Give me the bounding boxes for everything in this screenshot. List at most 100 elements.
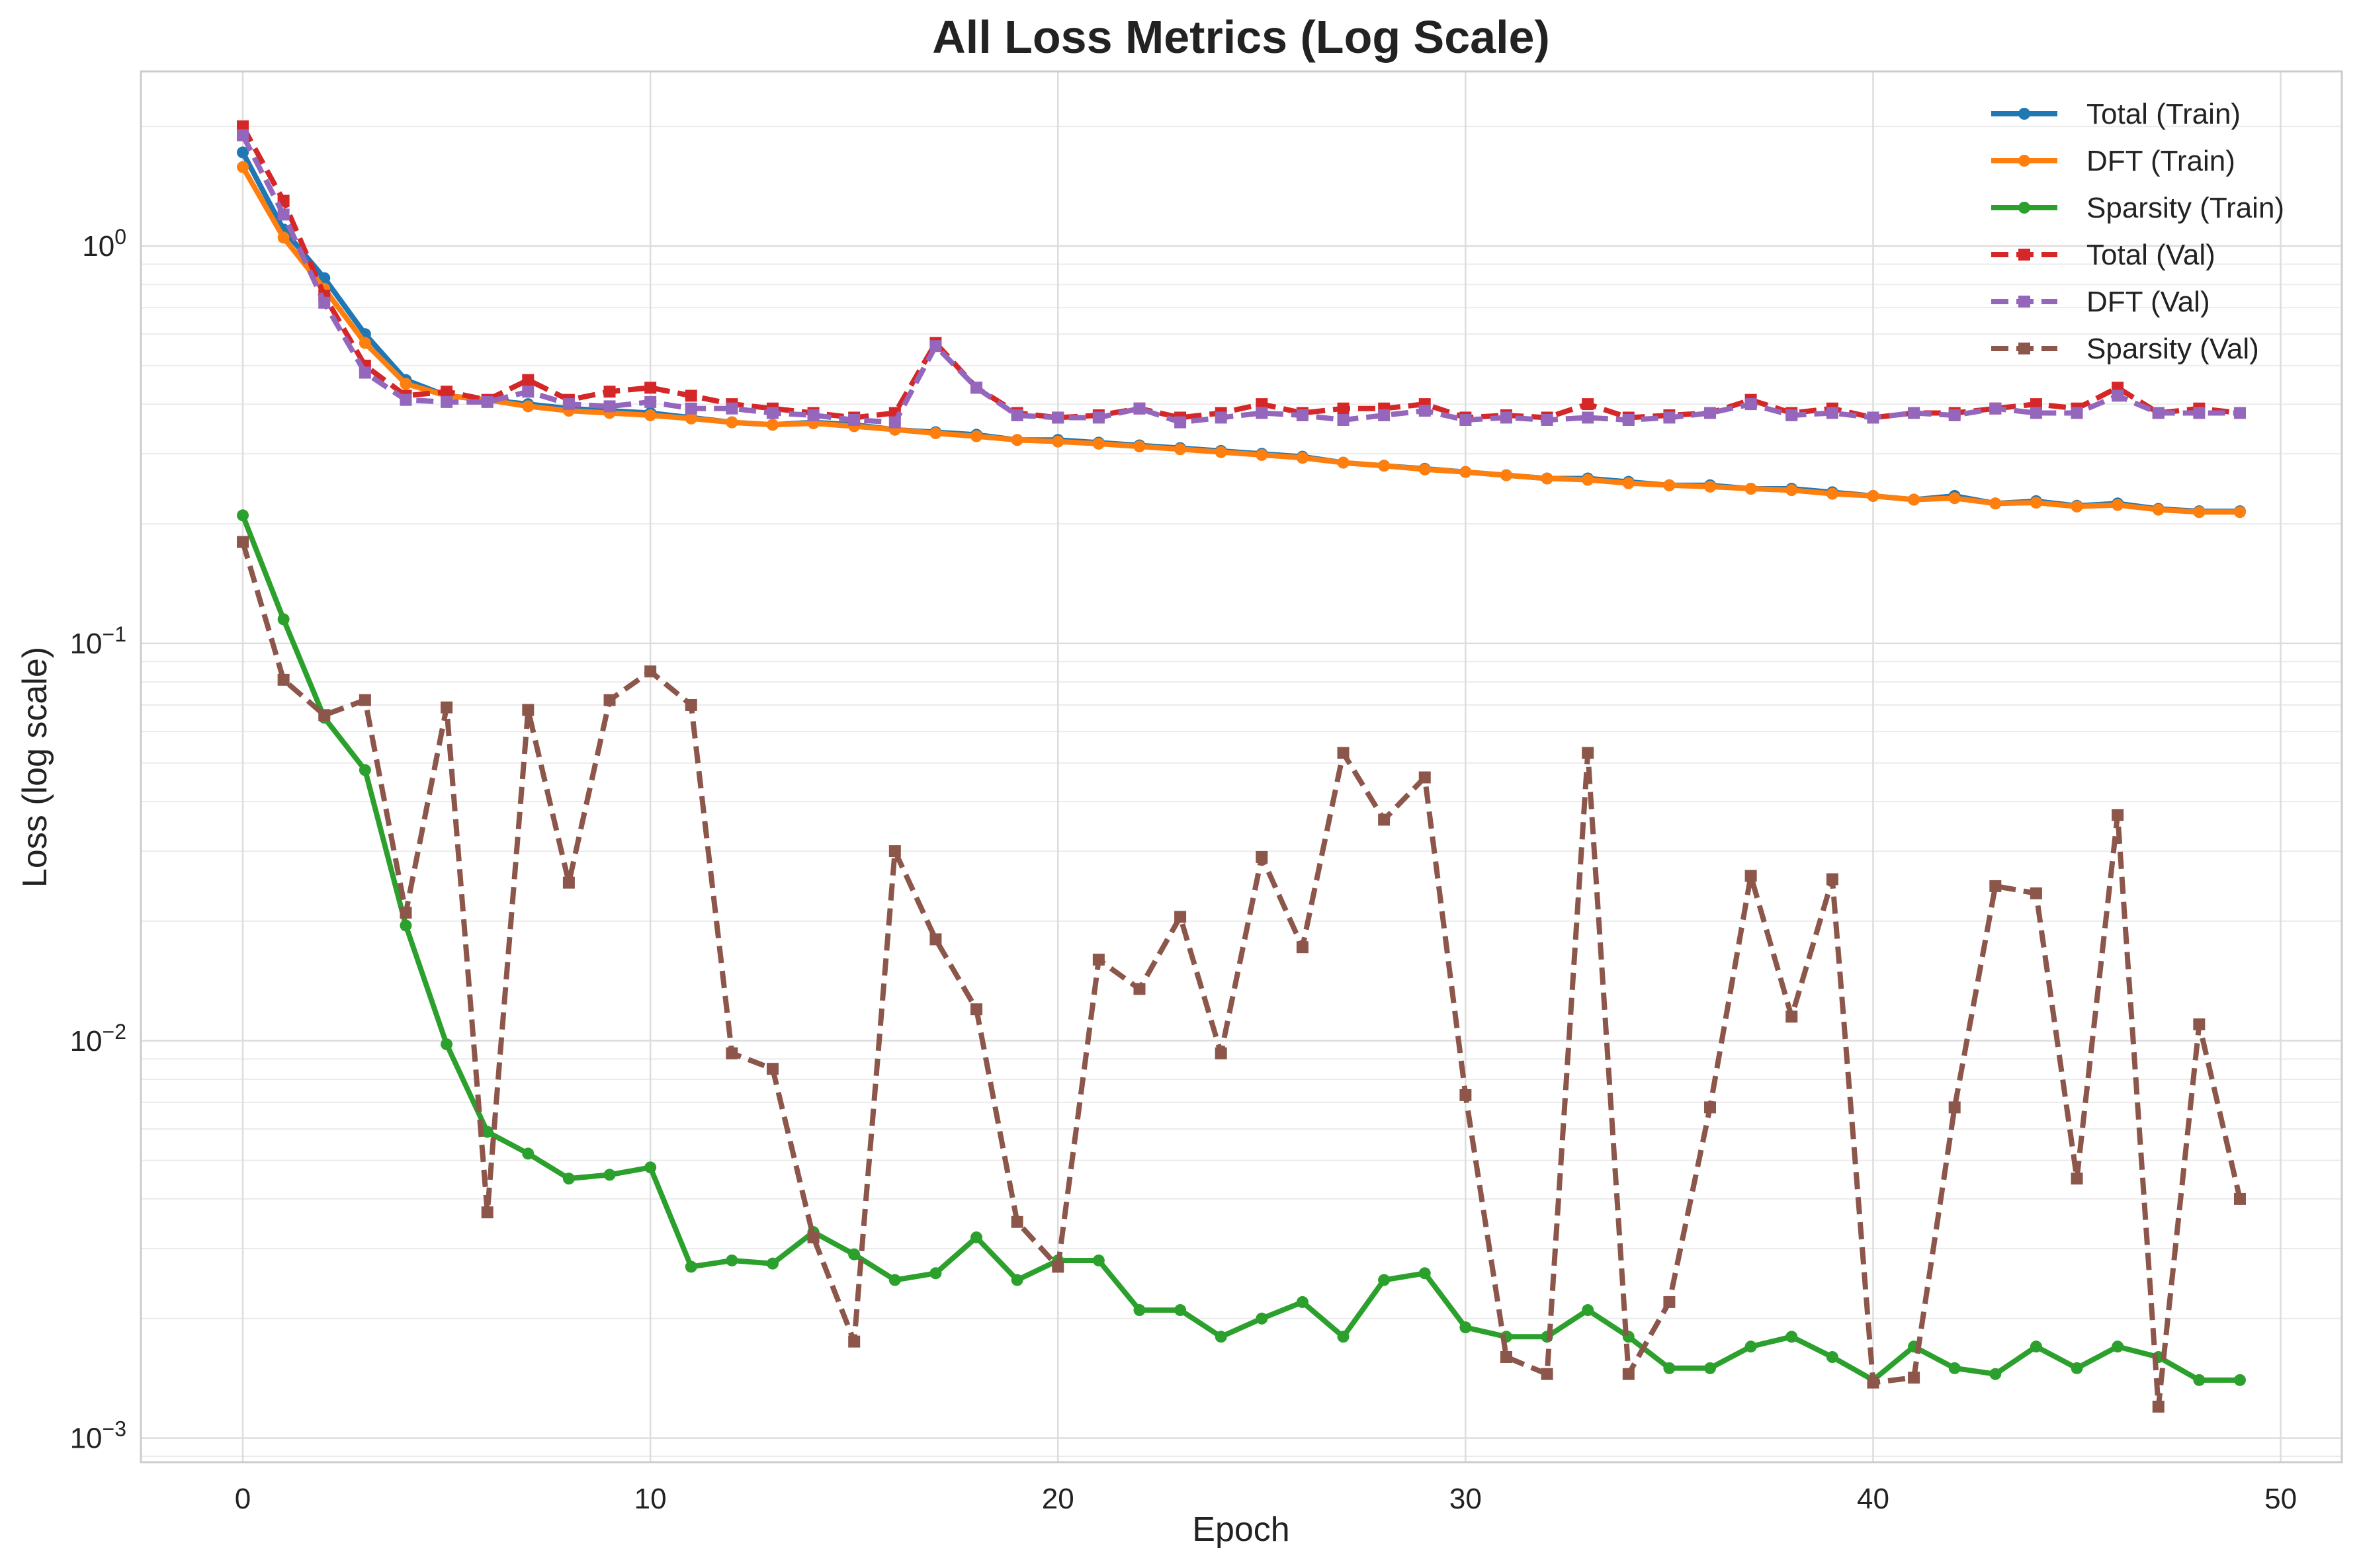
data-point [400, 393, 412, 406]
series-layer [237, 120, 2246, 1413]
data-point [277, 673, 290, 686]
data-point [1867, 1376, 1879, 1389]
x-tick-labels: 0 10 20 30 40 50 [235, 1483, 2297, 1515]
data-point [1948, 409, 1961, 421]
data-point [1215, 446, 1227, 458]
series-line [240, 514, 2240, 1383]
data-point [1418, 771, 1431, 784]
legend-item: Total (Val) [1991, 239, 2215, 271]
data-point [1092, 954, 1105, 966]
data-point [522, 1147, 535, 1160]
y-tick-label: 10−3 [70, 1417, 126, 1455]
x-tick-label: 30 [1449, 1483, 1482, 1515]
data-point [1948, 1101, 1961, 1114]
data-point [237, 129, 249, 142]
data-point [2030, 1341, 2042, 1353]
legend-item: DFT (Train) [1991, 145, 2235, 177]
data-point [807, 409, 820, 421]
data-point [2030, 497, 2042, 509]
data-point [848, 1335, 861, 1348]
series-line [240, 165, 2240, 515]
data-point [2233, 1374, 2246, 1386]
data-point [1296, 452, 1309, 464]
data-point [644, 1161, 657, 1174]
data-point [1011, 1274, 1023, 1286]
data-point [2233, 1192, 2246, 1205]
data-point [1174, 911, 1187, 923]
data-point [1582, 474, 1594, 486]
data-point [1378, 409, 1391, 421]
series-line [240, 541, 2243, 1410]
data-point [1337, 1331, 1350, 1343]
data-point [522, 704, 535, 716]
x-tick-label: 20 [1042, 1483, 1074, 1515]
data-point [1744, 398, 1757, 411]
data-point [1948, 492, 1961, 505]
data-point [1582, 747, 1594, 759]
data-point [441, 395, 453, 408]
data-point [1296, 1296, 1309, 1308]
data-point [2030, 407, 2042, 419]
data-point [644, 382, 657, 394]
data-point [1500, 1351, 1512, 1364]
data-point [685, 402, 697, 415]
legend-swatch-marker [2018, 155, 2030, 167]
data-point [644, 409, 657, 421]
data-point [1459, 1321, 1472, 1334]
data-point [929, 1267, 942, 1280]
data-point [1215, 411, 1227, 424]
data-point [1337, 402, 1350, 415]
data-point [1785, 1331, 1798, 1343]
data-point [1215, 1331, 1227, 1343]
data-point [2193, 1018, 2206, 1030]
data-point [1663, 411, 1676, 424]
data-point [766, 407, 779, 419]
data-point [400, 919, 412, 932]
data-point [1622, 414, 1635, 427]
data-point [726, 1254, 738, 1266]
data-point [726, 1047, 738, 1059]
data-point [1092, 1254, 1105, 1266]
legend-item: Sparsity (Val) [1991, 333, 2259, 365]
data-point [2071, 500, 2083, 513]
data-point [1989, 497, 2002, 510]
data-point [562, 876, 575, 889]
data-point [522, 374, 535, 386]
data-point [970, 430, 983, 442]
data-point [1011, 434, 1023, 446]
x-tick-label: 50 [2264, 1483, 2297, 1515]
data-point [685, 390, 697, 402]
x-tick-label: 10 [634, 1483, 667, 1515]
data-point [1052, 411, 1064, 424]
data-point [277, 231, 290, 244]
data-point [1908, 1372, 1920, 1384]
plot-frame [140, 70, 2343, 1464]
y-tick-label: 10−1 [70, 622, 126, 660]
data-point [441, 386, 453, 398]
data-point [1948, 1362, 1961, 1374]
data-point [441, 701, 453, 714]
data-point [1826, 487, 1838, 500]
x-tick-label: 0 [235, 1483, 251, 1515]
data-point [685, 412, 697, 425]
major-gridlines [141, 71, 2342, 1462]
data-point [1582, 1304, 1594, 1317]
data-point [1541, 1368, 1553, 1380]
data-point [441, 1038, 453, 1051]
data-point [1256, 850, 1268, 863]
data-point [2071, 1173, 2083, 1185]
data-point [644, 395, 657, 408]
data-point [1622, 1368, 1635, 1380]
data-point [1744, 1341, 1757, 1353]
data-point [2030, 887, 2042, 899]
data-point [1174, 1304, 1187, 1317]
data-point [603, 694, 616, 706]
data-point [2193, 506, 2206, 518]
legend-label: Sparsity (Train) [2086, 192, 2284, 224]
y-tick-label: 100 [82, 225, 126, 263]
data-point [2112, 809, 2124, 821]
data-point [1500, 469, 1512, 481]
data-point [1704, 1101, 1717, 1114]
legend-item: Total (Train) [1991, 98, 2241, 130]
